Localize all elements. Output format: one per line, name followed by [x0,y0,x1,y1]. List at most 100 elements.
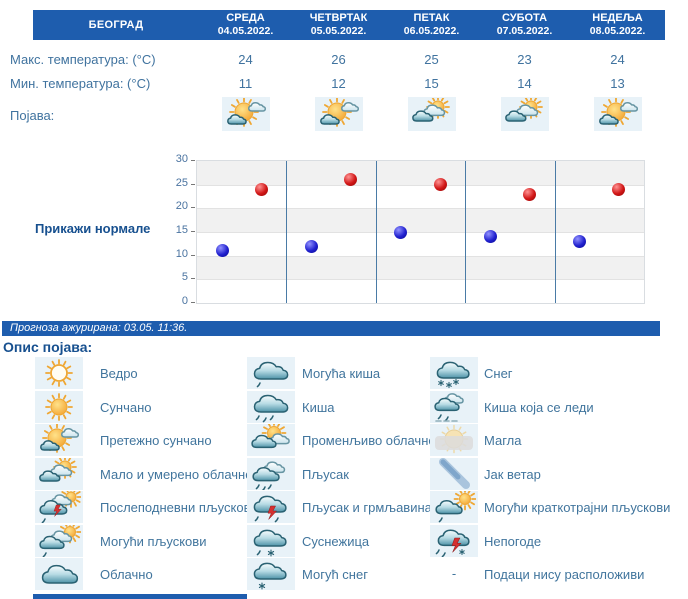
y-axis-tick-label: 25 [175,176,188,189]
chart-dot-max-temp [612,182,626,196]
chart-dot-min-temp [483,230,497,244]
cloudy-icon [41,564,79,584]
day-separator-line [286,161,288,303]
legend-item-label: Променљиво облачно [302,433,436,448]
day-separator-line [465,161,467,303]
legend-icon-tile [247,390,295,423]
phenomenon-tile [222,97,270,131]
legend-item-label: Киша која се леди [484,399,594,415]
max-temp-value: 26 [331,52,346,67]
possible-showers-icon [39,524,81,557]
legend-item-label: Снег [484,366,513,381]
chart-band [197,255,644,280]
max-temp-row-label: Макс. температура: (°C) [10,52,156,67]
rain-icon [253,394,289,422]
legend-icon-tile [430,491,478,523]
possible-snow-icon [253,562,287,590]
day-date: 06.05.2022. [403,25,460,38]
fog-icon [435,424,473,454]
variable-cloudy-icon [251,424,290,449]
show-normals-button[interactable]: Прикажи нормале [35,221,151,236]
y-axis-tick-mark [191,183,195,185]
day-header-cell: ПЕТАК 06.05.2022. [385,11,478,39]
legend-icon-tile [430,424,478,456]
day-date: 04.05.2022. [217,25,274,38]
legend-icon-tile [35,424,83,456]
legend-icon-tile [430,390,478,423]
legend-item-label: Пљусак [302,466,349,482]
legend-item-label: Могућ снег [302,567,368,582]
y-axis-tick-label: 15 [175,224,188,236]
y-axis-tick-label: 0 [181,295,188,307]
day-header-cell: СРЕДА 04.05.2022. [199,11,292,39]
day-name: СУБОТА [501,12,548,25]
legend-item-label: Ведро [100,366,138,381]
legend-icon-tile [247,558,295,590]
day-date: 07.05.2022. [496,25,553,38]
y-axis-tick-mark [191,160,195,161]
legend-item-label: Киша [302,399,335,415]
phenomenon-tile [408,97,456,131]
phenomenon-tile [501,97,549,131]
chart-band [197,208,644,232]
temperature-chart [196,160,645,304]
max-temp-value: 25 [424,52,439,67]
legend-title: Опис појава: [3,339,93,355]
legend-item-label: Подаци нису расположиви [484,567,645,582]
partly-cloudy-icon [412,98,450,122]
day-header-cell: СУБОТА 07.05.2022. [478,11,571,39]
min-temp-value: 12 [331,76,346,91]
y-axis-tick-label: 20 [175,200,188,213]
y-axis-tick-mark [191,302,195,303]
day-name: СРЕДА [226,12,265,25]
clear-icon [45,359,73,387]
y-axis-tick-label: 5 [181,271,188,284]
partly-cloudy-icon [39,457,77,482]
day-date: 05.05.2022. [310,25,367,38]
freezing-rain-icon [434,392,464,422]
min-temp-row-label: Мин. температура: (°C) [10,76,151,91]
legend-icon-tile [35,524,83,557]
chart-dot-max-temp [344,173,358,187]
chart-dot-min-temp [215,244,229,258]
forecast-table-header: БЕОГРАД СРЕДА 04.05.2022. ЧЕТВРТАК 05.05.… [33,10,665,40]
min-temp-value: 13 [610,76,625,91]
legend-item-label: Могући краткотрајни пљускови [484,500,671,515]
sunny-icon [45,392,73,421]
mostly-sunny-icon [599,98,639,127]
max-temp-value: 24 [238,52,253,67]
chart-dot-min-temp [573,234,587,248]
y-axis-tick-label: 10 [175,247,188,260]
legend-icon-tile [35,491,83,523]
min-temp-value: 14 [517,76,532,91]
legend-item-label: Непогоде [484,533,542,549]
legend-item-label: Магла [484,433,522,448]
legend-icon-tile [247,357,295,389]
legend-item-label: Пљусак и грмљавина [302,500,432,515]
legend-item-label: Претежно сунчано [100,433,212,448]
y-axis-tick-mark [191,231,195,232]
afternoon-showers-icon [39,491,81,523]
legend-item-label: Послеподневни пљускови [100,500,258,515]
day-date: 08.05.2022. [589,25,646,38]
legend-item-label: Могућа киша [302,366,381,381]
truncated-next-section-bar [33,594,247,599]
mostly-sunny-icon [40,424,80,453]
legend-item-label: Могући пљускови [100,533,207,549]
legend-icon-tile [35,357,83,389]
legend-item-label: Мало и умерено облачно [100,466,253,482]
legend-icon-tile [247,424,295,456]
legend-icon-tile [247,524,295,557]
phenomenon-row-label: Појава: [10,108,55,123]
legend-icon-tile [247,457,295,490]
legend-icon-tile [35,390,83,423]
legend-icon-tile [35,558,83,590]
sleet-icon [253,529,287,557]
status-bar: Прогноза ажурирана: 03.05. 11:36. [2,321,660,336]
day-name: ПЕТАК [413,12,450,25]
snow-icon [436,361,470,389]
day-separator-line [554,161,556,303]
strong-wind-icon [439,457,470,489]
phenomenon-tile [594,97,642,131]
chart-dot-max-temp [254,182,268,196]
